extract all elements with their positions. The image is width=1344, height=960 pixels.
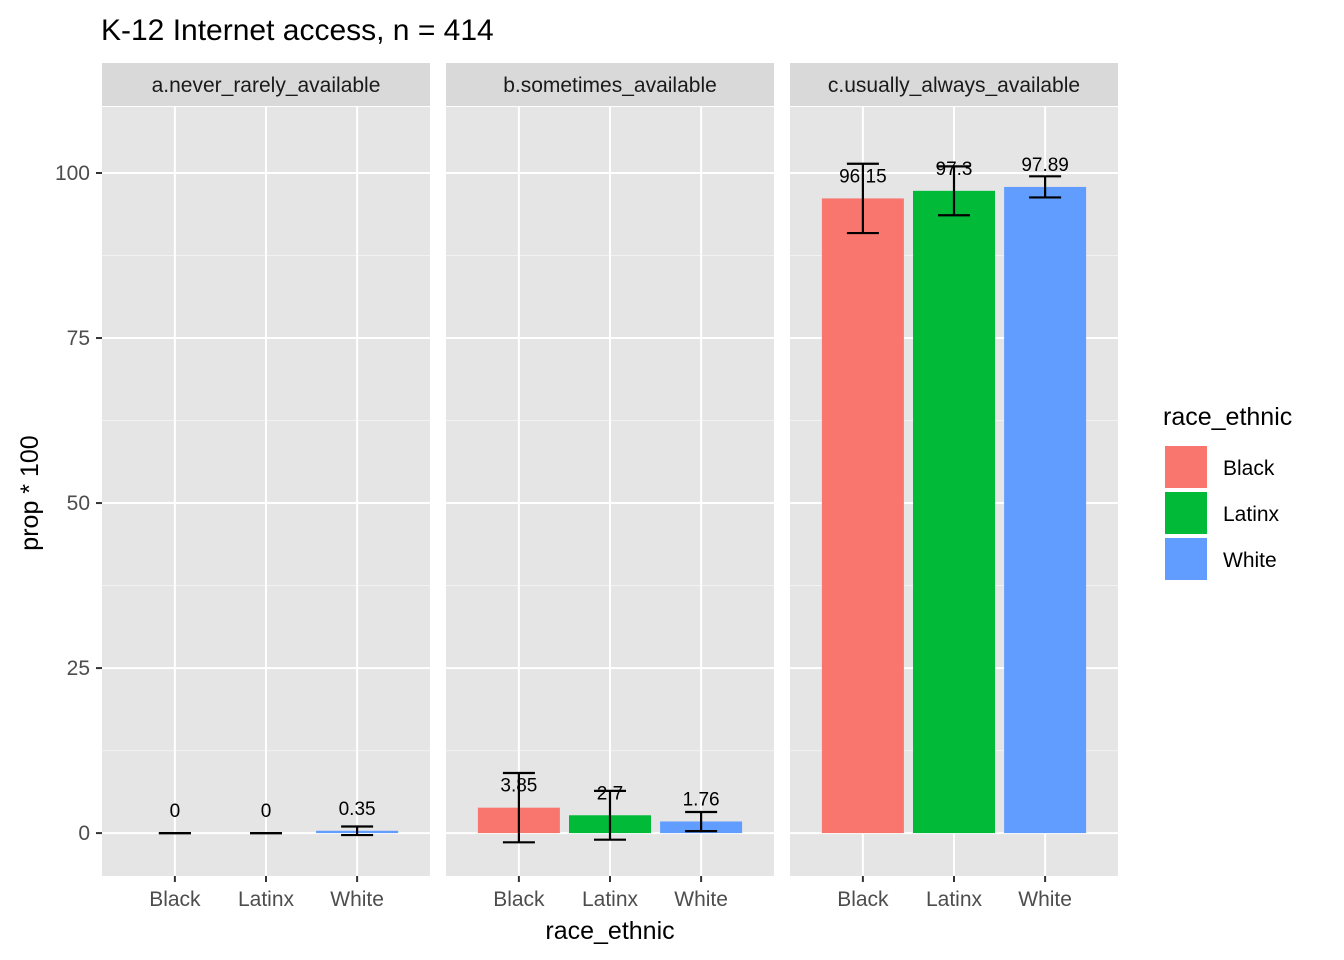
x-tick-label: White — [674, 888, 728, 911]
legend-key-black — [1163, 444, 1209, 490]
legend-label: White — [1223, 549, 1277, 572]
error-bar — [685, 810, 718, 833]
facet-strip-label: b.sometimes_available — [503, 74, 717, 97]
facet-panel: a.never_rarely_available 0 Black 0 Latinx 0.3… — [102, 63, 430, 911]
facet-panel: c.usually_always_available 96.15 Black 97.3… — [790, 63, 1118, 911]
x-tick-label: Black — [837, 888, 889, 911]
x-tick-label: Latinx — [582, 888, 639, 911]
x-axis-title: race_ethnic — [545, 917, 674, 945]
legend: race_ethnic Black Latinx White — [1163, 403, 1292, 582]
x-tick-label: Latinx — [238, 888, 295, 911]
error-bar — [502, 771, 535, 844]
legend-title: race_ethnic — [1163, 403, 1292, 431]
legend-label: Latinx — [1223, 503, 1280, 526]
x-tick-label: Black — [149, 888, 201, 911]
bar-black — [821, 198, 904, 834]
data-label: 97.89 — [1021, 155, 1069, 176]
data-label: 0 — [261, 801, 272, 822]
data-label: 3.85 — [500, 776, 537, 797]
facet-strip — [446, 63, 774, 106]
data-label: 96.15 — [839, 166, 887, 187]
facet-panel: b.sometimes_available 3.85 Black 2.7 Latinx 1… — [446, 63, 774, 911]
data-label: 97.3 — [936, 159, 973, 180]
data-label: 1.76 — [683, 789, 720, 810]
data-label: 2.7 — [597, 783, 623, 804]
y-axis-title: prop * 100 — [16, 435, 44, 550]
x-tick-label: Black — [493, 888, 545, 911]
data-label: 0 — [170, 801, 181, 822]
x-tick-label: White — [330, 888, 384, 911]
facet-strip-label: a.never_rarely_available — [152, 74, 381, 97]
error-bar — [341, 825, 374, 837]
legend-key-white — [1163, 536, 1209, 582]
legend-label: Black — [1223, 457, 1275, 480]
y-tick-label: 75 — [67, 327, 90, 350]
facet-strip-label: c.usually_always_available — [828, 74, 1080, 97]
facet-strip — [102, 63, 430, 106]
error-bar — [594, 789, 626, 841]
chart-title: K-12 Internet access, n = 414 — [101, 14, 494, 47]
bar-latinx — [913, 190, 995, 834]
y-tick-label: 50 — [67, 492, 90, 515]
y-tick-label: 0 — [78, 822, 90, 845]
y-tick-label: 25 — [67, 657, 90, 680]
x-tick-label: White — [1018, 888, 1072, 911]
error-bar — [938, 165, 970, 217]
legend-key-latinx — [1163, 490, 1209, 536]
error-bar — [1029, 175, 1062, 199]
x-tick-label: Latinx — [926, 888, 983, 911]
y-tick-label: 100 — [55, 162, 90, 185]
bar-white — [1004, 186, 1087, 834]
data-label: 0.35 — [339, 799, 376, 820]
facet-strip — [790, 63, 1118, 106]
error-bar — [846, 162, 879, 235]
